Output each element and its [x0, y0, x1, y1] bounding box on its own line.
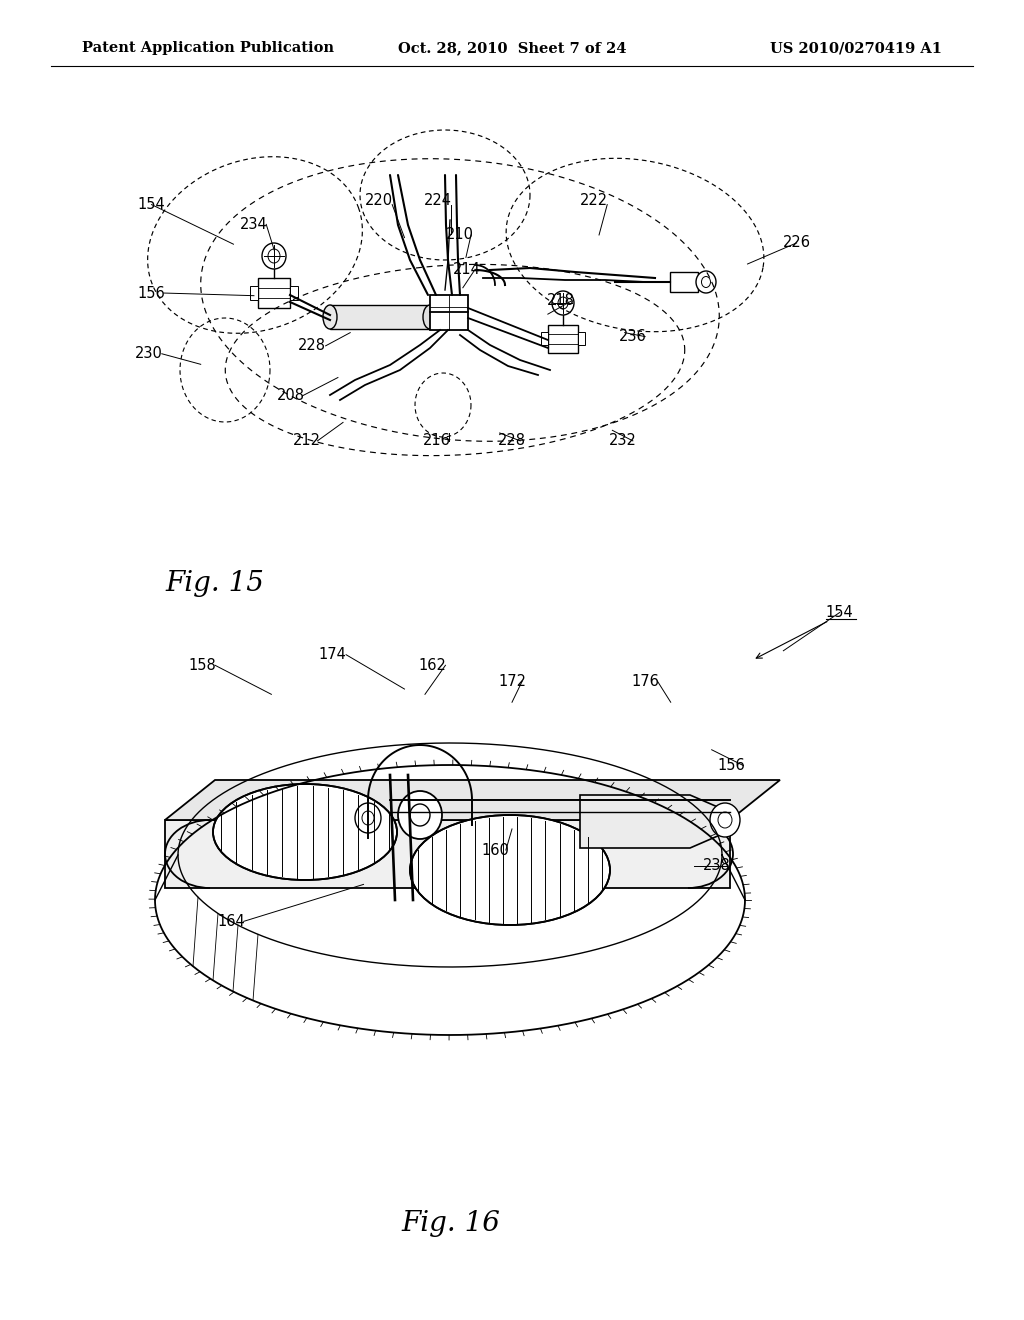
Text: 212: 212	[293, 433, 322, 449]
Text: 176: 176	[631, 673, 659, 689]
Text: 224: 224	[424, 193, 453, 209]
Text: 174: 174	[318, 647, 347, 663]
Text: 234: 234	[240, 216, 268, 232]
Polygon shape	[165, 820, 730, 888]
Text: 238: 238	[702, 858, 731, 874]
Text: 208: 208	[276, 388, 305, 404]
Polygon shape	[580, 795, 725, 847]
Bar	[250, 286, 258, 300]
Ellipse shape	[410, 814, 610, 925]
Text: Oct. 28, 2010  Sheet 7 of 24: Oct. 28, 2010 Sheet 7 of 24	[397, 41, 627, 55]
Text: 156: 156	[137, 285, 166, 301]
Text: 228: 228	[498, 433, 526, 449]
Text: 216: 216	[423, 433, 452, 449]
Text: 220: 220	[365, 193, 393, 209]
Text: Fig. 16: Fig. 16	[401, 1210, 500, 1237]
Text: 158: 158	[188, 657, 217, 673]
Ellipse shape	[323, 305, 337, 329]
Ellipse shape	[710, 803, 740, 837]
Ellipse shape	[262, 243, 286, 269]
Text: 226: 226	[782, 235, 811, 251]
Ellipse shape	[398, 791, 442, 840]
Ellipse shape	[552, 290, 574, 315]
Ellipse shape	[423, 305, 437, 329]
Text: 228: 228	[298, 338, 327, 354]
Bar	[258, 279, 290, 308]
Ellipse shape	[410, 804, 430, 826]
Bar	[548, 325, 578, 352]
Text: 162: 162	[418, 657, 446, 673]
Text: 154: 154	[825, 605, 854, 620]
Text: Patent Application Publication: Patent Application Publication	[82, 41, 334, 55]
Text: 236: 236	[618, 329, 647, 345]
Text: 232: 232	[608, 433, 637, 449]
Text: 210: 210	[445, 227, 474, 243]
Text: 156: 156	[717, 758, 745, 774]
Bar	[578, 333, 585, 345]
Polygon shape	[165, 780, 780, 820]
Ellipse shape	[355, 803, 381, 833]
Bar	[670, 272, 698, 292]
Bar	[541, 333, 548, 345]
Text: 214: 214	[453, 261, 481, 277]
Text: 164: 164	[217, 913, 246, 929]
Text: 222: 222	[580, 193, 608, 209]
Text: US 2010/0270419 A1: US 2010/0270419 A1	[770, 41, 942, 55]
Ellipse shape	[696, 271, 716, 293]
Text: 218: 218	[547, 293, 575, 309]
Ellipse shape	[213, 784, 397, 880]
Text: 154: 154	[137, 197, 166, 213]
Text: 230: 230	[134, 346, 163, 362]
Text: 160: 160	[481, 842, 510, 858]
Bar	[330, 305, 430, 329]
Text: Fig. 15: Fig. 15	[166, 570, 264, 597]
Bar	[430, 294, 468, 330]
Bar	[290, 286, 298, 300]
Text: 172: 172	[498, 673, 526, 689]
